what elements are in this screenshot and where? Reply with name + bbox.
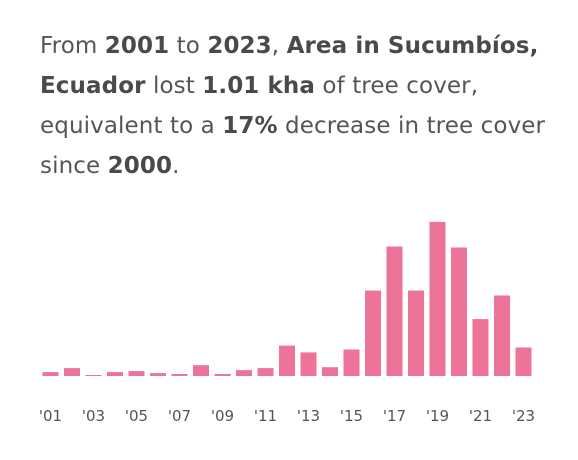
bar-2016[interactable] [365,290,381,376]
bar-2008[interactable] [193,365,209,376]
bar-2007[interactable] [171,374,188,376]
bar-2013[interactable] [300,352,317,376]
x-tick-label: '09 [211,407,234,425]
bar-2001[interactable] [42,372,59,376]
summary-text-part: of tree cover, equivalent to a [40,73,479,139]
bar-2010[interactable] [236,370,252,376]
summary-text-part: , [271,33,287,59]
bar-2015[interactable] [343,349,360,377]
x-tick-label: '21 [469,407,492,425]
x-tick-label: '07 [168,407,191,425]
x-tick-label: '11 [254,407,277,425]
area-name: Area in Sucumbíos, Ecuador [40,33,539,99]
x-tick-label: '17 [383,407,406,425]
end-year: 2023 [207,33,272,59]
bar-2022[interactable] [494,295,510,377]
bar-2018[interactable] [408,290,424,376]
bar-2017[interactable] [386,246,403,377]
loss-amount: 1.01 kha [202,73,315,99]
x-tick-label: '15 [340,407,363,425]
bar-2005[interactable] [128,371,145,376]
summary-text-part: to [169,33,208,59]
loss-percent: 17% [222,113,278,139]
baseline-year: 2000 [107,153,173,179]
summary-text-part: lost [145,73,203,99]
x-tick-label: '05 [125,407,148,425]
x-tick-label: '23 [512,407,535,425]
bar-2020[interactable] [451,247,467,377]
start-year: 2001 [104,33,170,59]
summary-text-part: decrease in tree cover since [40,113,546,179]
bar-2012[interactable] [279,345,295,376]
x-tick-label: '13 [297,407,320,425]
bar-2009[interactable] [214,374,231,376]
bar-2006[interactable] [150,373,166,376]
bar-2004[interactable] [107,372,123,376]
bar-2003[interactable] [85,375,102,376]
bar-2021[interactable] [472,319,489,376]
bar-2019[interactable] [429,221,446,376]
x-tick-label: '03 [82,407,105,425]
x-tick-label: '01 [39,407,62,425]
x-tick-label: '19 [426,407,449,425]
summary-text-part: . [172,153,180,179]
summary-text: From 2001 to 2023, Area in Sucumbíos, Ec… [40,26,560,186]
bar-2014[interactable] [322,367,338,376]
summary-text-part: From [40,33,105,59]
bar-2023[interactable] [515,347,532,377]
bar-2011[interactable] [257,368,274,376]
bar-2002[interactable] [64,368,80,376]
